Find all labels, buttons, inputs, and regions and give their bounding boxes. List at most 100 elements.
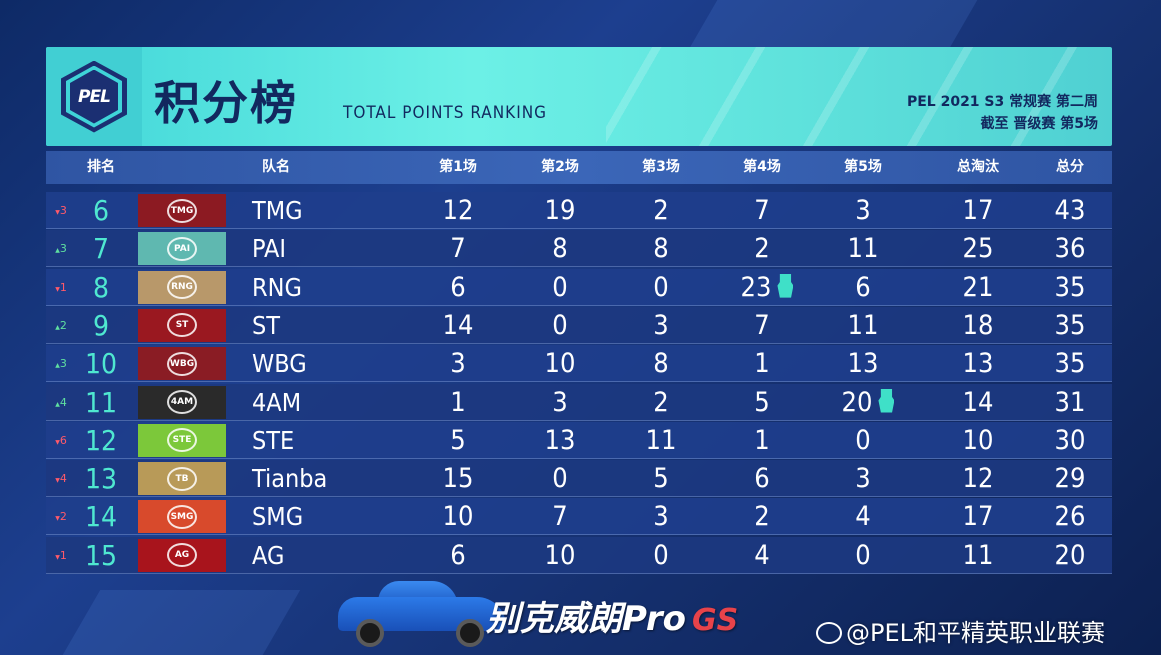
event-subtitle-line2: 截至 晋级赛 第5场 xyxy=(980,116,1099,132)
rank-change: ▼4 xyxy=(48,460,74,497)
sponsor-text: 别克威朗Pro GS xyxy=(486,591,738,640)
score-m5: 13 xyxy=(823,345,903,382)
page-title-english: TOTAL POINTS RANKING xyxy=(343,103,547,123)
score-value: 35 xyxy=(1054,348,1086,380)
score-m3: 3 xyxy=(621,307,701,344)
rank-change: ▼2 xyxy=(48,498,74,535)
score-value: 20 xyxy=(1054,539,1086,571)
score-value: 31 xyxy=(1054,386,1086,418)
score-value: 23 xyxy=(740,271,772,303)
column-header-match3: 第3场 xyxy=(642,159,680,175)
team-name: AG xyxy=(252,540,285,570)
table-row: ▲3 10 WBG WBG 3 10 8 1 13 13 35 xyxy=(46,345,1112,383)
score-value: 0 xyxy=(552,271,568,303)
team-logo: STE xyxy=(138,423,226,457)
arrow-up-icon: ▲ xyxy=(55,323,60,331)
score-value: 7 xyxy=(754,309,770,341)
arrow-up-icon: ▲ xyxy=(55,400,60,408)
rank-change: ▲2 xyxy=(48,307,74,344)
rank-change-value: 1 xyxy=(59,280,67,294)
score-value: 3 xyxy=(450,348,466,380)
score-m4: 1 xyxy=(722,422,802,459)
score-m1: 12 xyxy=(418,192,498,229)
table-row: ▼4 13 TB Tianba 15 0 5 6 3 12 29 xyxy=(46,460,1112,498)
rank-change: ▼6 xyxy=(48,422,74,459)
score-value: 6 xyxy=(450,539,466,571)
rank-change-value: 2 xyxy=(59,318,67,332)
score-value: 43 xyxy=(1054,195,1086,226)
score-value: 25 xyxy=(962,233,994,265)
score-m1: 10 xyxy=(418,498,498,535)
score-value: 0 xyxy=(552,309,568,341)
score-value: 10 xyxy=(544,348,576,380)
rank-number: 13 xyxy=(84,462,118,496)
score-value: 3 xyxy=(855,463,871,495)
score-m5: 0 xyxy=(823,537,903,574)
pel-logo: PEL xyxy=(46,47,142,146)
score-m4: 5 xyxy=(722,384,802,421)
score-total: 31 xyxy=(1030,384,1110,421)
score-elims: 17 xyxy=(938,192,1018,229)
weibo-watermark: @PEL和平精英职业联赛 xyxy=(816,613,1105,648)
rank-number: 9 xyxy=(92,308,110,342)
score-value: 0 xyxy=(552,463,568,495)
score-value: 0 xyxy=(653,539,669,571)
score-m1: 6 xyxy=(418,537,498,574)
score-value: 26 xyxy=(1054,501,1086,533)
column-header-match5: 第5场 xyxy=(844,159,882,175)
score-m2: 0 xyxy=(520,269,600,306)
score-value: 17 xyxy=(962,501,994,533)
score-m3: 8 xyxy=(621,230,701,267)
score-value: 11 xyxy=(962,539,994,571)
score-value: 2 xyxy=(754,501,770,533)
score-m3: 3 xyxy=(621,498,701,535)
score-elims: 11 xyxy=(938,537,1018,574)
score-total: 35 xyxy=(1030,307,1110,344)
pel-logo-text: PEL xyxy=(70,69,118,124)
team-logo-mark: RNG xyxy=(167,275,197,300)
rank-change-value: 4 xyxy=(59,472,67,486)
score-m2: 7 xyxy=(520,498,600,535)
table-row: ▼6 12 STE STE 5 13 11 1 0 10 30 xyxy=(46,421,1112,459)
score-value: 14 xyxy=(962,386,994,418)
score-m1: 14 xyxy=(418,307,498,344)
score-m2: 8 xyxy=(520,230,600,267)
score-value: 3 xyxy=(653,501,669,533)
score-elims: 18 xyxy=(938,307,1018,344)
score-value: 2 xyxy=(653,195,669,226)
score-value: 35 xyxy=(1054,309,1086,341)
arrow-down-icon: ▼ xyxy=(55,438,60,446)
sponsor-bar: 别克威朗Pro GS @PEL和平精英职业联赛 xyxy=(46,577,1112,655)
column-header-total: 总分 xyxy=(1056,159,1084,175)
chicken-dinner-medal-icon xyxy=(878,388,895,413)
team-logo-mark: STE xyxy=(167,428,197,453)
rank-change: ▼1 xyxy=(48,537,74,574)
rank-change-value: 2 xyxy=(59,510,67,524)
arrow-down-icon: ▼ xyxy=(55,515,60,523)
score-total: 26 xyxy=(1030,498,1110,535)
score-value: 6 xyxy=(855,271,871,303)
column-header-team: 队名 xyxy=(262,159,290,175)
score-value: 13 xyxy=(962,348,994,380)
rank-change-value: 3 xyxy=(59,242,67,256)
score-m1: 5 xyxy=(418,422,498,459)
score-value: 18 xyxy=(962,309,994,341)
team-name: 4AM xyxy=(252,387,302,417)
rank-number: 15 xyxy=(84,538,118,572)
score-value: 8 xyxy=(653,233,669,265)
score-m1: 3 xyxy=(418,345,498,382)
score-value: 29 xyxy=(1054,463,1086,495)
team-logo-mark: 4AM xyxy=(167,390,197,414)
score-total: 35 xyxy=(1030,269,1110,306)
score-elims: 25 xyxy=(938,230,1018,267)
column-header-eliminations: 总淘汰 xyxy=(957,159,999,175)
score-value: 3 xyxy=(653,309,669,341)
score-m2: 0 xyxy=(520,460,600,497)
weibo-icon xyxy=(816,622,842,644)
rank-change-value: 3 xyxy=(59,357,67,371)
score-elims: 17 xyxy=(938,498,1018,535)
rank-number: 14 xyxy=(84,500,118,534)
score-elims: 12 xyxy=(938,460,1018,497)
rank-number: 11 xyxy=(84,385,118,419)
rank-number: 6 xyxy=(92,194,110,227)
